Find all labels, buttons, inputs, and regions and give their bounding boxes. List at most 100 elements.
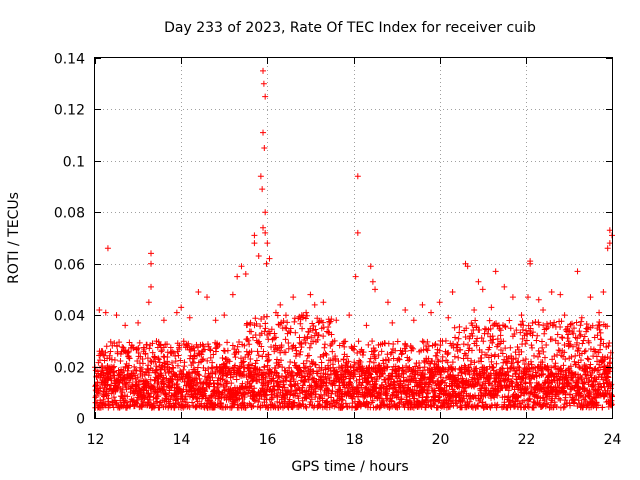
data-point-outlier: [311, 301, 318, 308]
data-points: [92, 67, 615, 411]
data-point-outlier: [354, 229, 361, 236]
data-point-outlier: [307, 291, 314, 298]
data-point: [557, 324, 564, 331]
data-point: [123, 399, 130, 406]
data-point-outlier: [402, 307, 409, 313]
data-point: [282, 394, 289, 401]
data-point: [235, 348, 242, 355]
data-point: [210, 351, 217, 358]
data-point: [239, 371, 246, 378]
data-point: [583, 321, 590, 328]
data-point: [209, 365, 216, 372]
data-point-outlier: [606, 227, 613, 234]
data-point-outlier: [488, 304, 495, 311]
data-point: [174, 396, 181, 403]
data-point-outlier: [229, 291, 236, 298]
data-point: [531, 352, 538, 359]
data-point: [133, 346, 140, 353]
data-point-outlier: [410, 317, 417, 324]
data-point: [252, 360, 259, 367]
y-tick-label: 0.04: [54, 309, 85, 325]
data-point: [160, 353, 167, 360]
data-point: [136, 339, 143, 346]
data-point: [354, 349, 361, 356]
data-point: [176, 342, 183, 349]
data-point: [154, 392, 161, 399]
data-point: [402, 341, 409, 348]
data-point: [595, 321, 602, 328]
data-point: [560, 404, 567, 411]
data-point: [105, 395, 112, 402]
data-point: [255, 371, 262, 378]
data-point: [195, 371, 202, 378]
data-point: [277, 349, 284, 356]
data-point: [164, 349, 171, 356]
data-point: [193, 382, 200, 389]
data-point: [571, 358, 578, 365]
data-point: [321, 344, 328, 351]
data-point: [265, 381, 272, 388]
data-point: [250, 402, 257, 409]
data-point: [268, 326, 275, 333]
data-point: [223, 372, 230, 379]
data-point: [405, 357, 412, 364]
data-point: [104, 381, 111, 388]
data-point: [116, 339, 123, 346]
data-point: [155, 356, 162, 363]
data-point: [238, 355, 245, 362]
data-point-outlier: [113, 312, 120, 319]
data-point-outlier: [492, 268, 499, 275]
data-point-outlier: [234, 273, 241, 280]
data-point: [146, 345, 153, 352]
data-point: [432, 340, 439, 347]
data-point: [535, 347, 542, 354]
data-point: [194, 364, 201, 371]
data-point: [452, 334, 459, 341]
data-point: [244, 321, 251, 328]
data-point: [249, 334, 256, 341]
data-point: [132, 367, 139, 374]
data-point: [269, 394, 276, 401]
data-point: [209, 374, 216, 381]
data-point: [194, 398, 201, 405]
data-point: [329, 348, 336, 355]
data-point: [149, 349, 156, 356]
x-tick-label: 24: [604, 432, 622, 448]
data-point: [528, 342, 535, 349]
data-point-outlier: [369, 278, 376, 285]
data-point: [107, 348, 114, 355]
data-point-outlier: [148, 260, 155, 267]
data-point-outlier: [475, 278, 482, 285]
data-point-outlier: [135, 319, 142, 326]
data-point: [284, 319, 291, 326]
data-point-outlier: [263, 260, 270, 267]
data-point: [204, 341, 211, 348]
data-point-outlier: [384, 299, 391, 306]
data-point: [239, 380, 246, 387]
data-point: [118, 366, 125, 373]
data-point: [480, 338, 487, 345]
data-point: [186, 404, 193, 411]
data-point: [464, 341, 471, 348]
x-tick-label: 18: [346, 432, 364, 448]
data-point: [199, 356, 206, 363]
data-point-outlier: [251, 232, 258, 239]
data-point: [214, 380, 221, 387]
data-point: [271, 330, 278, 337]
data-point: [255, 352, 262, 359]
data-point: [124, 350, 131, 357]
data-point-outlier: [290, 294, 297, 301]
data-point: [137, 377, 144, 384]
data-point: [541, 330, 548, 337]
data-point-outlier: [352, 273, 359, 280]
data-point: [455, 354, 462, 361]
data-point: [543, 320, 550, 327]
data-point: [194, 368, 201, 375]
data-point: [216, 341, 223, 348]
data-point: [219, 370, 226, 377]
data-point: [251, 397, 258, 404]
data-point: [260, 348, 267, 355]
data-point: [481, 325, 488, 332]
data-point: [378, 348, 385, 355]
